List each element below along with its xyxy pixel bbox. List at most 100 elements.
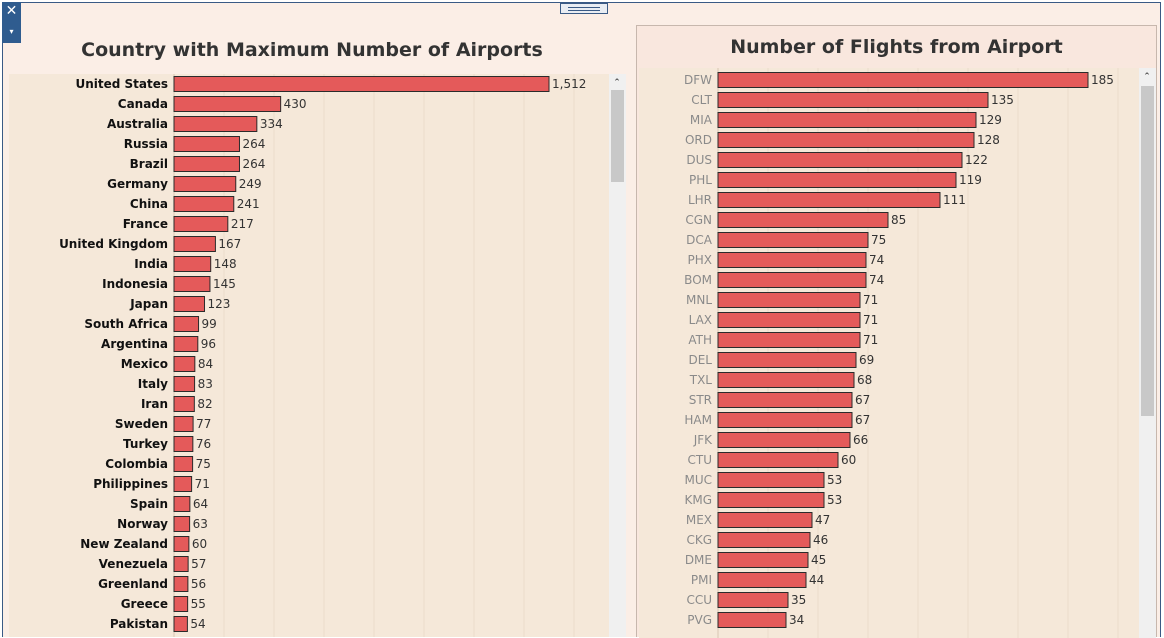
- category-label: MIA: [690, 113, 713, 127]
- bar: [173, 136, 240, 152]
- bar: [717, 252, 867, 268]
- value-label: 76: [196, 437, 211, 451]
- scroll-thumb-left[interactable]: [611, 90, 624, 182]
- category-label: PVG: [687, 613, 712, 627]
- category-label: United States: [75, 77, 168, 91]
- value-label: 71: [195, 477, 210, 491]
- category-label: PHL: [689, 173, 712, 187]
- bar: [717, 372, 855, 388]
- category-label: HAM: [684, 413, 712, 427]
- category-label: Canada: [118, 97, 168, 111]
- value-label: 119: [959, 173, 982, 187]
- bar: [717, 72, 1089, 88]
- category-label: LHR: [688, 193, 712, 207]
- category-label: Pakistan: [110, 617, 168, 631]
- bar: [173, 316, 200, 332]
- bar: [173, 476, 193, 492]
- category-label: CGN: [685, 213, 712, 227]
- value-label: 264: [242, 137, 265, 151]
- bar: [717, 312, 861, 328]
- value-label: 99: [202, 317, 217, 331]
- value-label: 96: [201, 337, 216, 351]
- category-label: DFW: [684, 73, 712, 87]
- category-label: Sweden: [115, 417, 168, 431]
- bar: [717, 552, 809, 568]
- scrollbar-left[interactable]: ⌃: [609, 74, 626, 637]
- value-label: 145: [213, 277, 236, 291]
- bar: [717, 172, 957, 188]
- value-label: 82: [197, 397, 212, 411]
- value-label: 148: [214, 257, 237, 271]
- value-label: 45: [811, 553, 826, 567]
- bar: [173, 196, 235, 212]
- value-label: 71: [863, 313, 878, 327]
- category-label: CTU: [688, 453, 713, 467]
- category-label: BOM: [684, 273, 712, 287]
- value-label: 63: [193, 517, 208, 531]
- resize-handle[interactable]: [560, 3, 608, 14]
- category-label: Italy: [138, 377, 168, 391]
- value-label: 60: [841, 453, 856, 467]
- value-label: 55: [191, 597, 206, 611]
- category-label: CLT: [691, 93, 712, 107]
- category-label: CKG: [686, 533, 712, 547]
- airports-by-country-panel: Country with Maximum Number of Airports …: [3, 28, 628, 637]
- value-label: 85: [891, 213, 906, 227]
- category-label: Turkey: [123, 437, 168, 451]
- bar: [173, 576, 189, 592]
- bar: [717, 392, 853, 408]
- value-label: 60: [192, 537, 207, 551]
- bar: [717, 212, 889, 228]
- value-label: 69: [859, 353, 874, 367]
- category-label: United Kingdom: [59, 237, 168, 251]
- category-label: Australia: [107, 117, 168, 131]
- value-label: 75: [196, 457, 211, 471]
- category-label: PHX: [688, 253, 712, 267]
- category-label: China: [130, 197, 168, 211]
- category-label: JFK: [693, 433, 713, 447]
- bar: [717, 532, 811, 548]
- value-label: 1,512: [552, 77, 586, 91]
- value-label: 47: [815, 513, 830, 527]
- bar: [717, 92, 989, 108]
- category-label: KMG: [684, 493, 712, 507]
- category-label: Indonesia: [102, 277, 168, 291]
- value-label: 185: [1091, 73, 1114, 87]
- scrollbar-right[interactable]: ⌃: [1139, 68, 1156, 638]
- value-label: 34: [789, 613, 804, 627]
- bar-chart-flights: DFW 185 CLT 135 MIA 129 ORD 128 DUS 122 PHL 119 LHR 1…: [684, 68, 1119, 638]
- bar: [173, 116, 258, 132]
- handle-line: [568, 7, 600, 8]
- category-label: ORD: [685, 133, 712, 147]
- category-label: PMI: [691, 573, 712, 587]
- bar: [173, 436, 194, 452]
- category-label: New Zealand: [80, 537, 168, 551]
- category-label: Norway: [117, 517, 168, 531]
- scroll-thumb-right[interactable]: [1141, 86, 1154, 416]
- value-label: 67: [855, 413, 870, 427]
- category-label: Germany: [107, 177, 168, 191]
- bar: [717, 592, 789, 608]
- category-label: Spain: [130, 497, 168, 511]
- bar: [717, 192, 941, 208]
- value-label: 66: [853, 433, 868, 447]
- arrow-up-icon[interactable]: ⌃: [1143, 72, 1151, 82]
- chart-title-airports: Country with Maximum Number of Airports: [81, 39, 543, 61]
- value-label: 123: [208, 297, 231, 311]
- bar: [173, 536, 190, 552]
- value-label: 122: [965, 153, 988, 167]
- close-icon[interactable]: ✕: [5, 3, 18, 19]
- arrow-up-icon[interactable]: ⌃: [613, 78, 621, 88]
- bar: [173, 496, 191, 512]
- category-label: India: [134, 257, 168, 271]
- bar: [173, 376, 196, 392]
- value-label: 57: [191, 557, 206, 571]
- value-label: 54: [190, 617, 205, 631]
- bar: [717, 132, 975, 148]
- chevron-down-icon[interactable]: ▾: [9, 27, 14, 36]
- plot-area-left: United States 1,512 Canada 430 Australia 334 R…: [9, 74, 609, 637]
- category-label: France: [123, 217, 168, 231]
- value-label: 75: [871, 233, 886, 247]
- value-label: 74: [869, 273, 884, 287]
- value-label: 71: [863, 293, 878, 307]
